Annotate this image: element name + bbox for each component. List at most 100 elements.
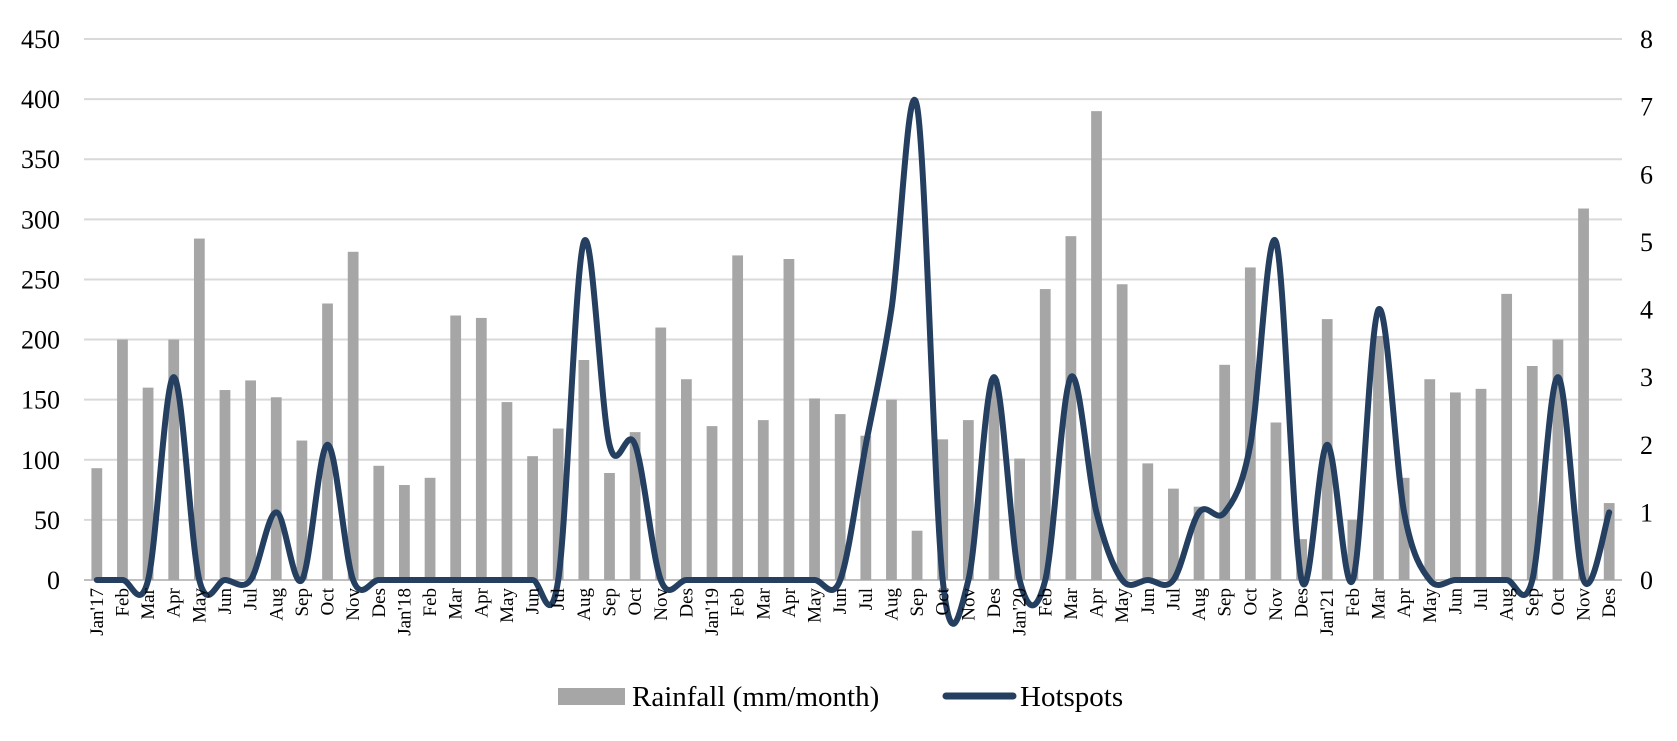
x-tick-label: Sep: [292, 588, 313, 617]
x-tick-label: Sep: [599, 588, 620, 617]
rainfall-bar: [399, 485, 410, 580]
y-tick-label: 450: [21, 25, 60, 54]
x-tick-label: May: [1112, 588, 1133, 623]
x-tick-label: Oct: [318, 587, 339, 615]
x-tick-label: Apr: [471, 587, 492, 617]
rainfall-bar: [655, 328, 666, 580]
x-tick-label: Feb: [112, 588, 133, 617]
x-tick-label: Aug: [574, 588, 595, 621]
x-tick-label: May: [497, 588, 518, 623]
x-tick-label: Nov: [1266, 588, 1287, 621]
x-tick-label: Aug: [1497, 588, 1518, 621]
rainfall-bar: [604, 473, 615, 580]
y-tick-label: 0: [47, 566, 60, 595]
rainfall-bar: [1219, 365, 1230, 580]
y-tick-label: 200: [21, 326, 60, 355]
rainfall-bar: [425, 478, 436, 580]
rainfall-bar: [1142, 463, 1153, 580]
x-tick-label: Des: [984, 588, 1005, 618]
y2-tick-label: 8: [1640, 25, 1653, 54]
x-tick-label: Apr: [164, 587, 185, 617]
x-tick-label: Feb: [728, 588, 749, 617]
x-tick-label: Aug: [266, 588, 287, 621]
rainfall-bar: [1117, 284, 1128, 580]
x-tick-label: Sep: [1522, 588, 1543, 617]
rainfall-bar: [809, 398, 820, 580]
x-tick-label: Oct: [933, 587, 954, 615]
rainfall-bar: [758, 420, 769, 580]
y-tick-label: 350: [21, 145, 60, 174]
x-tick-label: Oct: [1240, 587, 1261, 615]
y2-tick-label: 7: [1640, 93, 1653, 122]
rainfall-bar: [1271, 423, 1282, 580]
x-tick-label: Jul: [241, 588, 262, 610]
rainfall-bar: [886, 400, 897, 580]
rainfall-bar: [1476, 389, 1487, 580]
x-tick-label: Feb: [1343, 588, 1364, 617]
y2-tick-label: 3: [1640, 363, 1653, 392]
x-tick-label: Jan'18: [394, 588, 415, 636]
x-tick-label: Jan'17: [87, 588, 108, 636]
rainfall-bar: [912, 531, 923, 580]
right-axis-ticks: 0 1 2 3 4 5 6 7 8: [1640, 25, 1653, 595]
y2-tick-label: 6: [1640, 160, 1653, 189]
rainfall-bar: [450, 316, 461, 580]
legend-rainfall-swatch: [558, 688, 625, 705]
y2-tick-label: 5: [1640, 228, 1653, 257]
x-tick-label: Mar: [753, 587, 774, 619]
rainfall-bar: [502, 402, 513, 580]
y2-tick-label: 0: [1640, 566, 1653, 595]
x-tick-label: May: [1420, 588, 1441, 623]
y2-tick-label: 4: [1640, 296, 1653, 325]
rainfall-bar: [989, 379, 1000, 580]
rainfall-bar: [707, 426, 718, 580]
y-tick-label: 300: [21, 205, 60, 234]
x-tick-label: Jul: [1163, 588, 1184, 610]
rainfall-bar: [220, 390, 231, 580]
x-tick-label: Oct: [625, 587, 646, 615]
x-tick-label: Nov: [651, 588, 672, 621]
x-tick-label: Des: [1599, 588, 1620, 618]
x-tick-label: Oct: [1548, 587, 1569, 615]
left-axis-ticks: 0 50 100 150 200 250 300 350 400 450: [21, 25, 60, 595]
x-tick-label: Apr: [1394, 587, 1415, 617]
x-tick-label: Mar: [138, 587, 159, 619]
x-tick-label: Des: [1292, 588, 1313, 618]
x-tick-label: Jun: [830, 588, 851, 615]
x-tick-label: Nov: [958, 588, 979, 621]
rainfall-bar: [1501, 294, 1512, 580]
rainfall-bar: [245, 380, 256, 580]
x-tick-label: Jul: [1471, 588, 1492, 610]
x-tick-label: Nov: [343, 588, 364, 621]
rainfall-bar: [1424, 379, 1435, 580]
legend-rainfall-label: Rainfall (mm/month): [632, 681, 879, 713]
x-tick-label: Jun: [1445, 588, 1466, 615]
rainfall-bar: [271, 397, 282, 580]
rainfall-bar: [476, 318, 487, 580]
x-tick-label: Jul: [548, 588, 569, 610]
y2-tick-label: 1: [1640, 498, 1653, 527]
x-tick-label: Apr: [1087, 587, 1108, 617]
y-tick-label: 400: [21, 85, 60, 114]
legend: Rainfall (mm/month) Hotspots: [558, 681, 1123, 713]
x-tick-label: Apr: [779, 587, 800, 617]
y-tick-label: 100: [21, 446, 60, 475]
x-tick-label: Jun: [1138, 588, 1159, 615]
x-tick-label: Feb: [420, 588, 441, 617]
x-tick-label: Feb: [1035, 588, 1056, 617]
y-tick-label: 150: [21, 386, 60, 415]
x-tick-label: Aug: [881, 588, 902, 621]
x-tick-label: Sep: [1215, 588, 1236, 617]
rainfall-bar: [1450, 392, 1461, 580]
rainfall-bar: [681, 379, 692, 580]
rainfall-bar: [194, 239, 205, 580]
x-tick-label: Mar: [1061, 587, 1082, 619]
rainfall-bar: [348, 252, 359, 580]
x-axis-ticks: Jan'17 Feb Mar Apr May Jun Jul Aug Sep Oct Nov Des J…: [87, 587, 1620, 635]
x-tick-label: Jan'21: [1317, 588, 1338, 636]
rainfall-bar: [784, 259, 795, 580]
x-tick-label: May: [189, 588, 210, 623]
rainfall-bar: [732, 255, 743, 580]
